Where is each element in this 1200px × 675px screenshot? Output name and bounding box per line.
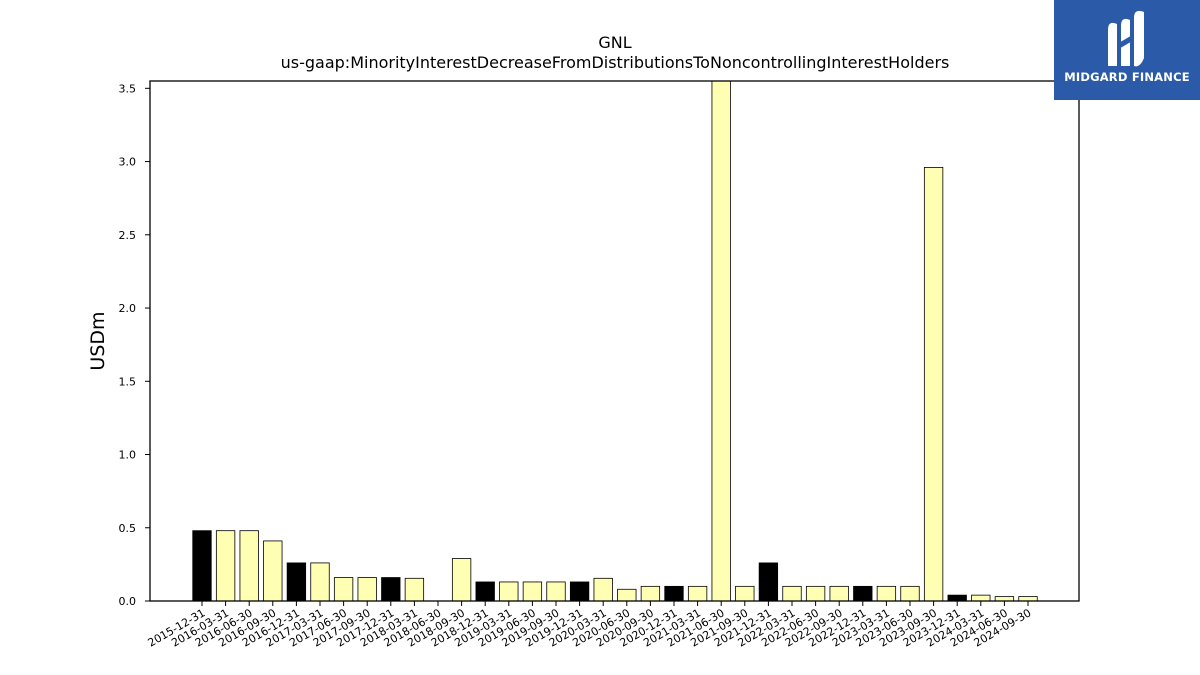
y-axis-ticks: 0.0 0.5 1.0 1.5 2.0 2.5 3.0 3.5 <box>119 82 150 608</box>
logo-text: MIDGARD FINANCE <box>1064 70 1190 84</box>
y-tick-label: 1.5 <box>119 375 137 388</box>
bar-2017-03-31 <box>310 562 330 602</box>
y-tick-label: 2.0 <box>119 302 137 315</box>
y-tick-label: 1.0 <box>119 449 137 462</box>
bar-2022-12-31 <box>853 585 873 602</box>
bar-2017-09-30 <box>357 577 377 602</box>
bar-2016-12-31 <box>286 562 307 602</box>
bar-2017-06-30 <box>333 577 354 602</box>
bar-2019-03-31 <box>499 581 519 602</box>
bar-2018-09-30 <box>451 558 472 602</box>
y-tick-label: 2.5 <box>119 229 137 242</box>
y-tick-label: 0.5 <box>119 522 137 535</box>
bar-2015-12-31 <box>192 530 212 602</box>
x-axis-ticks: 2015-12-312016-03-312016-06-302016-09-30… <box>146 601 1034 650</box>
bar-2022-06-30 <box>805 585 826 602</box>
y-tick-label: 3.5 <box>119 82 137 95</box>
bar-2024-06-30 <box>994 596 1015 602</box>
chart-title: GNL <box>598 33 631 52</box>
bar-2018-03-31 <box>404 577 425 602</box>
bar-2020-09-30 <box>640 585 661 602</box>
bar-2021-12-31 <box>758 562 779 602</box>
midgard-logo-icon <box>1108 10 1144 67</box>
bar-2018-12-31 <box>475 581 495 602</box>
bar-2021-03-31 <box>687 585 708 602</box>
bar-2016-06-30 <box>239 530 259 602</box>
bar-2021-09-30 <box>735 585 755 602</box>
bar-2022-09-30 <box>829 585 849 602</box>
bar-2019-12-31 <box>569 581 590 602</box>
bar-2020-03-31 <box>593 577 613 602</box>
bar-2022-03-31 <box>782 585 802 602</box>
bar-2017-12-31 <box>381 577 401 602</box>
bar-2016-09-30 <box>263 540 283 602</box>
y-axis-label: USDm <box>87 311 109 370</box>
bar-2023-09-30 <box>923 167 944 602</box>
bar-2023-12-31 <box>947 594 967 602</box>
bar-2023-03-31 <box>876 585 897 602</box>
bar-2019-06-30 <box>522 581 543 602</box>
bar-2024-03-31 <box>971 594 991 602</box>
bar-2021-06-30 <box>711 80 731 602</box>
bar-2020-12-31 <box>664 585 684 602</box>
bar-2016-03-31 <box>215 530 236 602</box>
plot-frame <box>149 80 1080 602</box>
bar-2019-09-30 <box>546 581 566 602</box>
bar-2023-06-30 <box>900 585 920 602</box>
midgard-finance-logo: MIDGARD FINANCE <box>1054 0 1200 100</box>
bars-group <box>192 80 1038 602</box>
bar-2024-09-30 <box>1018 596 1038 602</box>
y-tick-label: 0.0 <box>119 595 137 608</box>
y-tick-label: 3.0 <box>119 156 137 169</box>
bar-2020-06-30 <box>617 588 637 602</box>
chart-subtitle: us-gaap:MinorityInterestDecreaseFromDist… <box>281 53 950 72</box>
